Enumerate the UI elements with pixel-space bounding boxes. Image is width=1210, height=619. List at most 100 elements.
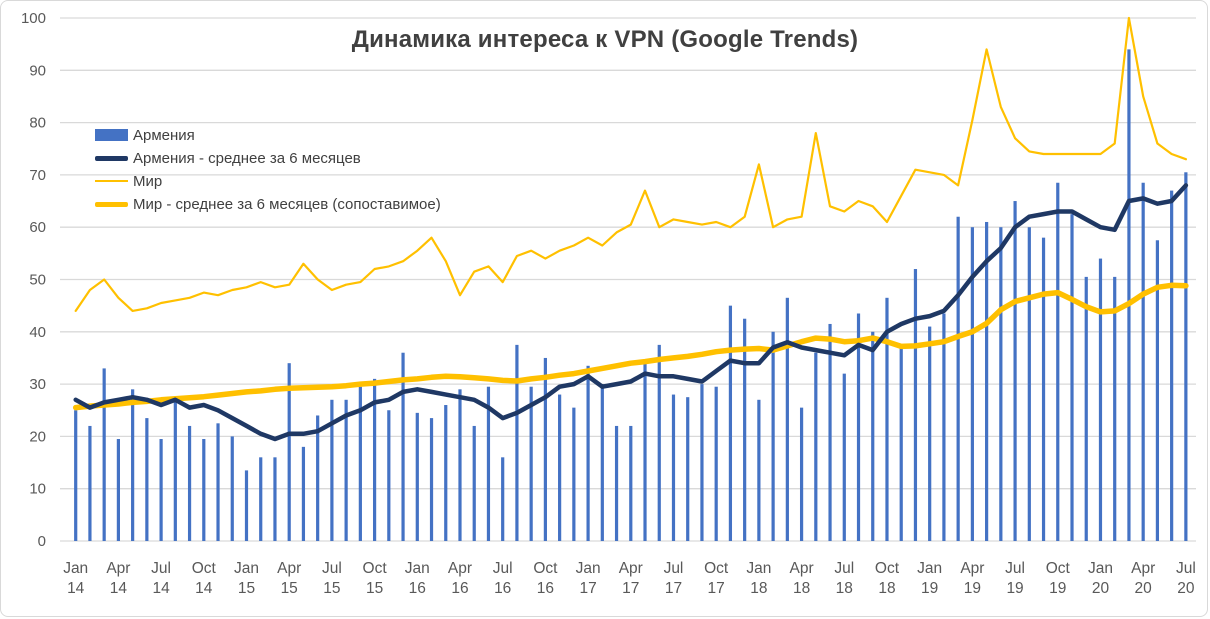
x-axis-tick-label: Oct 15: [363, 560, 388, 597]
bar-armenia: [714, 386, 718, 541]
bar-armenia: [131, 389, 135, 541]
y-axis-tick-label: 100: [21, 10, 46, 27]
x-axis-tick-label: Apr 20: [1131, 560, 1155, 597]
bar-armenia: [501, 457, 505, 541]
bar-armenia: [814, 352, 818, 541]
bar-armenia: [1170, 190, 1174, 541]
x-axis-tick-label: Jan 19: [917, 560, 942, 597]
bar-armenia: [173, 402, 177, 541]
bar-armenia: [1127, 49, 1131, 541]
bar-armenia: [785, 297, 789, 541]
bar-armenia: [330, 399, 334, 541]
x-axis-tick-label: Jul 15: [322, 560, 342, 597]
bar-armenia: [856, 313, 861, 541]
bar-armenia: [74, 410, 78, 541]
x-axis-tick-label: Oct 14: [192, 560, 217, 597]
x-axis-tick-label: Jul 17: [664, 560, 684, 597]
bar-armenia: [913, 269, 918, 541]
chart-title: Динамика интереса к VPN (Google Trends): [351, 26, 859, 53]
x-axis-tick-label: Jul 19: [1005, 560, 1025, 597]
bar-armenia: [372, 378, 377, 541]
bar-armenia: [387, 410, 391, 541]
legend-label: Мир: [133, 172, 163, 190]
x-axis-tick-label: Jan 17: [576, 560, 601, 597]
legend-label: Армения: [133, 126, 195, 144]
y-axis-tick-label: 10: [29, 481, 46, 498]
bar-armenia: [771, 331, 775, 541]
bar-armenia: [88, 425, 92, 541]
x-axis-tick-label: Oct 17: [704, 560, 729, 597]
legend-item-world: Мир: [95, 172, 441, 190]
bar-armenia: [614, 425, 619, 541]
bar-armenia: [273, 457, 277, 541]
y-axis-tick-label: 50: [29, 272, 46, 289]
x-axis-tick-label: Jan 15: [234, 560, 259, 597]
x-axis-tick-label: Apr 17: [619, 560, 643, 597]
x-axis-tick-label: Jul 18: [834, 560, 854, 597]
bar-armenia: [572, 407, 576, 541]
bar-armenia: [686, 397, 690, 541]
x-axis-tick-label: Oct 18: [875, 560, 900, 597]
y-axis-tick-label: 40: [29, 324, 46, 341]
bar-armenia: [543, 357, 547, 541]
bar-armenia: [671, 394, 676, 541]
x-axis-tick-label: Apr 14: [106, 560, 130, 597]
line-series-1: [73, 183, 1189, 442]
bar-armenia: [842, 373, 846, 541]
bar-armenia: [259, 457, 263, 541]
bar-armenia: [159, 439, 163, 541]
bar-armenia: [1155, 240, 1160, 541]
y-axis-tick-label: 70: [29, 167, 46, 184]
bar-armenia: [1013, 201, 1017, 542]
bar-armenia: [871, 331, 875, 541]
legend-label: Мир - среднее за 6 месяцев (сопоставимое…: [133, 195, 441, 213]
x-axis-tick-label: Apr 15: [277, 560, 301, 597]
bar-armenia: [287, 363, 291, 541]
bar-armenia: [1084, 276, 1088, 541]
bar-armenia: [928, 326, 932, 541]
bar-armenia: [757, 399, 761, 541]
x-axis-tick-label: Jul 20: [1176, 560, 1196, 597]
x-axis-tick-label: Jan 14: [63, 560, 88, 597]
bar-armenia: [401, 352, 405, 541]
x-axis-tick-label: Apr 18: [790, 560, 814, 597]
bar-armenia: [486, 386, 491, 541]
bar-armenia: [102, 368, 106, 541]
x-axis-tick-label: Jul 16: [493, 560, 513, 597]
bar-armenia: [999, 227, 1003, 541]
bar-armenia: [344, 399, 348, 541]
legend-item-armenia-avg: Армения - среднее за 6 месяцев: [95, 149, 441, 167]
bar-armenia: [1113, 276, 1117, 541]
bar-swatch-icon: [95, 129, 128, 141]
bar-armenia: [558, 394, 562, 541]
line-series-3: [72, 282, 1189, 411]
bar-armenia: [657, 344, 661, 541]
x-axis-tick-label: Apr 16: [448, 560, 472, 597]
bar-armenia: [202, 439, 206, 541]
y-axis-tick-label: 30: [29, 376, 46, 393]
bar-armenia: [728, 305, 733, 541]
bar-armenia: [444, 405, 448, 541]
legend: Армения Армения - среднее за 6 месяцев М…: [95, 126, 441, 213]
bar-armenia: [970, 227, 974, 541]
bar-armenia: [358, 386, 362, 541]
bar-armenia: [316, 415, 320, 541]
bar-armenia: [799, 407, 804, 541]
y-axis-tick-label: 80: [29, 115, 46, 132]
bar-armenia: [1141, 182, 1145, 541]
legend-item-armenia: Армения: [95, 126, 441, 144]
x-axis-tick-label: Jan 20: [1088, 560, 1113, 597]
bar-armenia: [985, 221, 989, 541]
bar-armenia: [1056, 182, 1060, 541]
bar-armenia: [116, 439, 120, 541]
bar-armenia: [429, 418, 434, 541]
bar-armenia: [643, 360, 647, 541]
bar-armenia: [244, 470, 249, 541]
x-axis-tick-label: Jan 16: [405, 560, 430, 597]
bar-armenia: [600, 384, 604, 541]
line-series-2: [74, 16, 1188, 312]
bar-armenia: [956, 216, 960, 542]
bar-armenia: [586, 365, 590, 541]
